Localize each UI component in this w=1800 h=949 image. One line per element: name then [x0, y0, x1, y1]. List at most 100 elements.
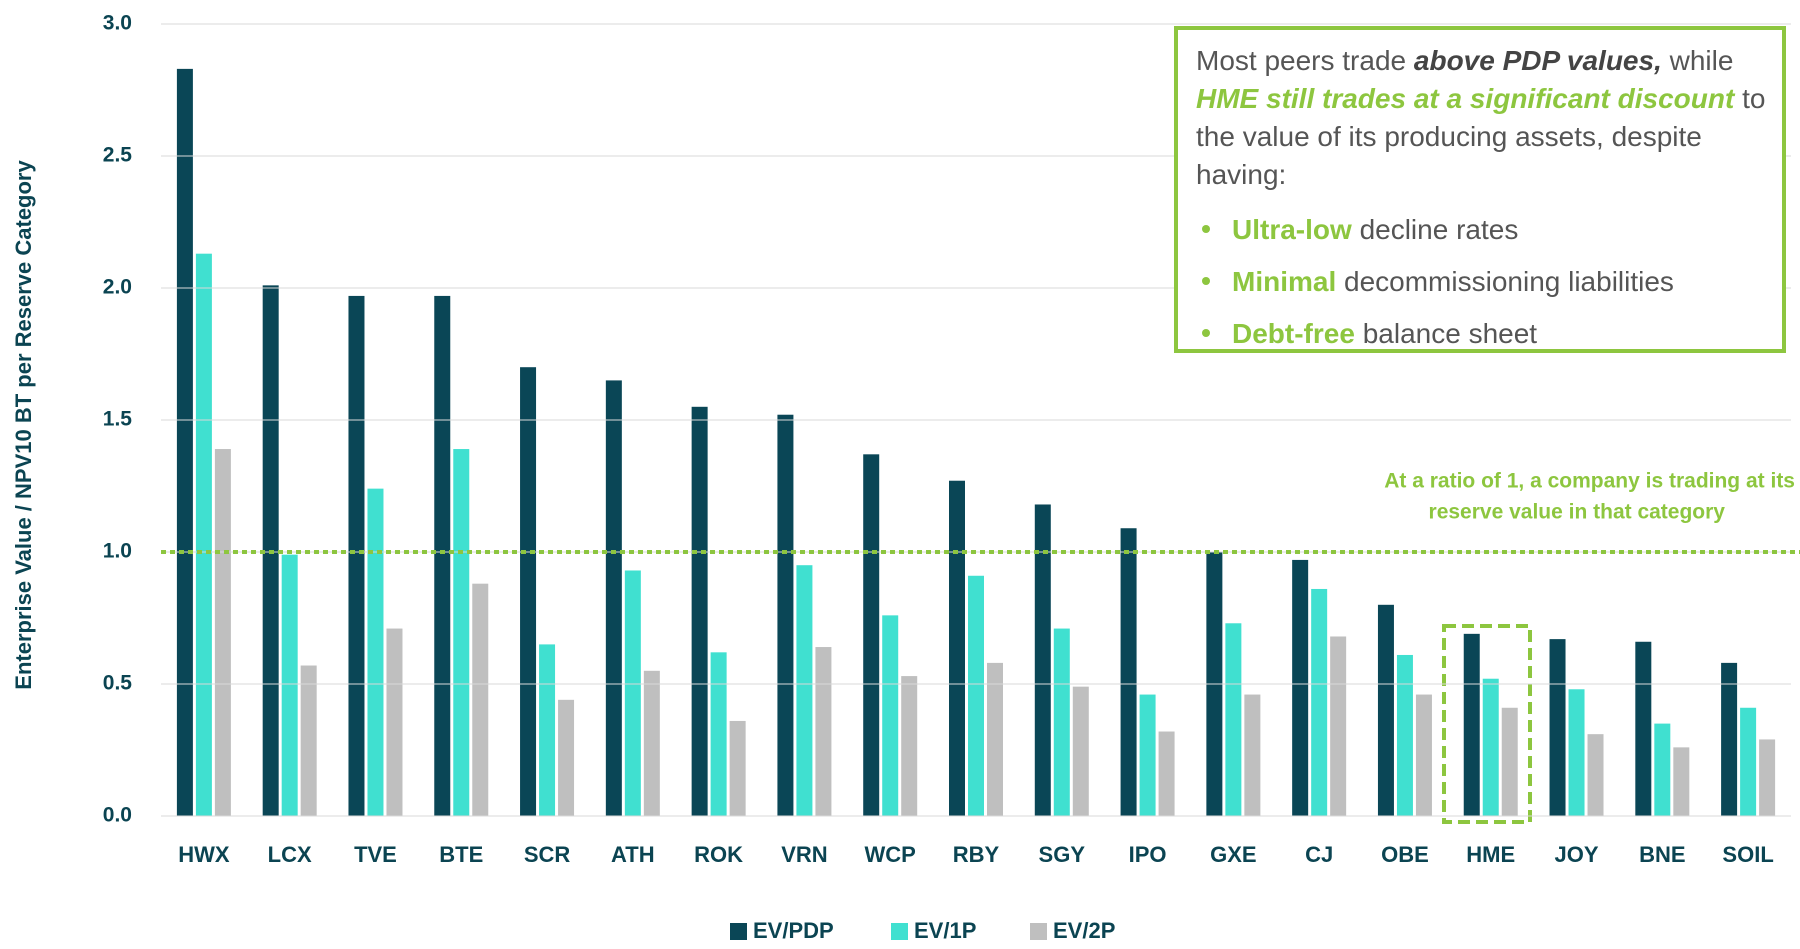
y-axis-label: Enterprise Value / NPV10 BT per Reserve …	[11, 160, 36, 690]
bar	[1053, 628, 1070, 816]
x-tick-label: SCR	[524, 842, 571, 867]
bar	[605, 380, 622, 816]
bar	[1482, 678, 1499, 816]
bar	[901, 676, 918, 816]
bar	[1072, 686, 1089, 816]
y-tick-label: 0.5	[103, 672, 133, 695]
bar	[1501, 707, 1518, 816]
bar	[539, 644, 556, 816]
x-tick-label: IPO	[1129, 842, 1167, 867]
x-tick-label: RBY	[953, 842, 1000, 867]
bar	[777, 414, 794, 816]
bar	[710, 652, 727, 816]
bar	[1549, 639, 1566, 816]
y-tick-label: 1.5	[103, 408, 133, 431]
x-tick-label: ATH	[611, 842, 655, 867]
bar	[691, 406, 708, 816]
bar	[624, 570, 641, 816]
bar	[558, 699, 575, 816]
reference-label: At a ratio of 1, a company is trading at…	[1384, 470, 1795, 493]
bar	[1415, 694, 1432, 816]
bar	[434, 295, 451, 816]
bar	[643, 670, 660, 816]
legend-label: EV/2P	[1053, 918, 1115, 943]
bar	[1740, 707, 1757, 816]
x-tick-label: GXE	[1210, 842, 1256, 867]
x-tick-label: TVE	[354, 842, 397, 867]
legend-label: EV/PDP	[753, 918, 834, 943]
x-tick-label: SGY	[1039, 842, 1086, 867]
bar	[949, 480, 965, 816]
bar	[1244, 694, 1261, 816]
bullet-key: Ultra-low	[1232, 214, 1352, 245]
bar	[1463, 633, 1480, 816]
bar	[472, 583, 489, 816]
x-tick-label: VRN	[781, 842, 827, 867]
bar	[1034, 504, 1051, 816]
bar	[1225, 623, 1242, 816]
legend-swatch	[1030, 923, 1047, 940]
bar	[176, 68, 193, 816]
y-tick-label: 1.0	[103, 540, 132, 563]
bullet-text: decommissioning liabilities	[1344, 266, 1674, 297]
bar	[863, 454, 880, 816]
x-tick-label: ROK	[694, 842, 743, 867]
legend-label: EV/1P	[914, 918, 976, 943]
bar	[1654, 723, 1671, 816]
bar	[195, 253, 212, 816]
y-tick-label: 2.5	[103, 144, 133, 167]
bar	[1330, 636, 1347, 816]
x-tick-label: BNE	[1639, 842, 1685, 867]
callout-emphasis: HME still trades at a significant discou…	[1196, 83, 1735, 114]
x-tick-label: SOIL	[1722, 842, 1773, 867]
callout-text: to the value of its producing assets, de…	[1196, 83, 1766, 190]
bar	[367, 488, 384, 816]
callout: Most peers trade above PDP values, while…	[1174, 26, 1786, 353]
x-tick-label: LCX	[268, 842, 312, 867]
reference-label: reserve value in that category	[1429, 501, 1726, 524]
bar	[281, 554, 298, 816]
callout-text: Most peers trade	[1196, 45, 1407, 76]
y-tick-label: 2.0	[103, 276, 132, 299]
bullet-key: Debt-free	[1232, 318, 1355, 349]
legend-swatch	[730, 923, 747, 940]
bullet-text: balance sheet	[1362, 318, 1538, 349]
bar	[453, 449, 470, 816]
y-tick-label: 3.0	[103, 12, 132, 35]
bar	[1158, 731, 1175, 816]
bullet: Ultra-low decline rates	[1202, 204, 1766, 256]
x-tick-label: HWX	[178, 842, 230, 867]
x-tick-label: CJ	[1305, 842, 1333, 867]
callout-bullets: Ultra-low decline rates Minimal decommis…	[1196, 204, 1766, 360]
bar	[1311, 588, 1328, 816]
bar	[386, 628, 403, 816]
bar	[520, 367, 537, 816]
bar	[1673, 747, 1690, 816]
x-tick-label: WCP	[865, 842, 916, 867]
bar	[1759, 739, 1776, 816]
bullet: Debt-free balance sheet	[1202, 308, 1766, 360]
bar	[882, 615, 899, 816]
x-tick-label: JOY	[1555, 842, 1599, 867]
bar	[815, 647, 832, 816]
callout-text: while	[1669, 45, 1734, 76]
bar	[1377, 604, 1394, 816]
bar	[1721, 662, 1738, 816]
bar	[1587, 734, 1604, 816]
bar	[968, 575, 984, 816]
bar	[729, 720, 746, 816]
bar	[987, 662, 1003, 816]
bar	[214, 449, 231, 816]
x-tick-label: OBE	[1381, 842, 1429, 867]
bar	[1396, 654, 1413, 816]
callout-emphasis: above PDP values,	[1413, 45, 1662, 76]
y-tick-label: 0.0	[103, 804, 132, 827]
bullet: Minimal decommissioning liabilities	[1202, 256, 1766, 308]
legend-swatch	[891, 923, 908, 940]
bar	[300, 665, 317, 816]
bar	[1292, 559, 1309, 816]
bar	[1139, 694, 1156, 816]
bar	[796, 565, 813, 816]
